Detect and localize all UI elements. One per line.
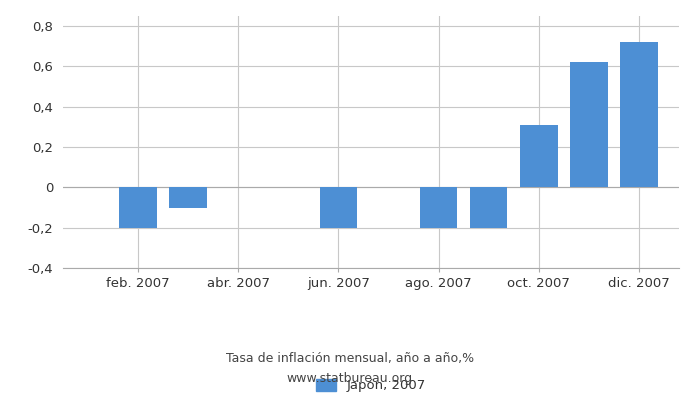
- Text: Tasa de inflación mensual, año a año,%: Tasa de inflación mensual, año a año,%: [226, 352, 474, 365]
- Bar: [470, 187, 508, 228]
- Bar: [119, 187, 157, 228]
- Bar: [169, 187, 207, 208]
- Legend: Japón, 2007: Japón, 2007: [316, 379, 426, 392]
- Bar: [520, 125, 558, 187]
- Text: www.statbureau.org: www.statbureau.org: [287, 372, 413, 385]
- Bar: [620, 42, 658, 187]
- Bar: [570, 62, 608, 187]
- Bar: [320, 187, 357, 228]
- Bar: [420, 187, 457, 228]
